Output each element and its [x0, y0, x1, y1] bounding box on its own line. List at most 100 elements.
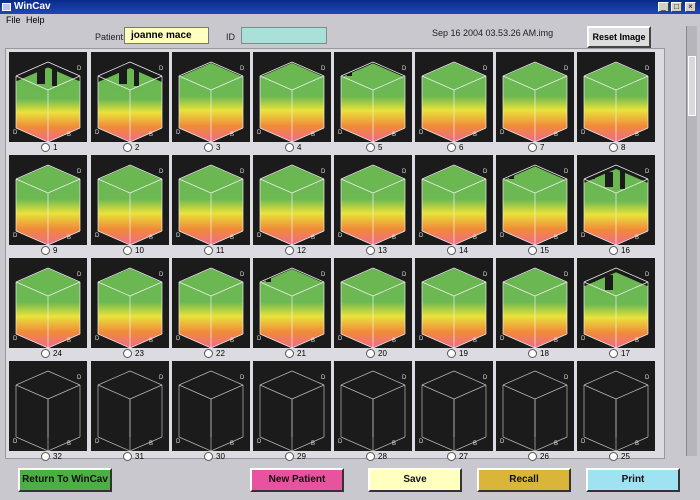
tile-radio-9[interactable]: 9: [41, 246, 57, 256]
cube-tile-25[interactable]: D D B: [577, 361, 655, 451]
radio-button[interactable]: [41, 349, 50, 359]
cube-tile-13[interactable]: D D B: [334, 155, 412, 245]
patient-name-field[interactable]: joanne mace: [124, 27, 209, 44]
cube-tile-4[interactable]: D D B: [253, 52, 331, 142]
cube-tile-20[interactable]: D D B: [334, 258, 412, 348]
cube-tile-24[interactable]: D D B: [9, 258, 87, 348]
radio-button[interactable]: [285, 349, 294, 359]
radio-button[interactable]: [366, 143, 375, 153]
cube-tile-30[interactable]: D D B: [172, 361, 250, 451]
radio-button[interactable]: [285, 452, 294, 462]
tile-radio-20[interactable]: 20: [366, 349, 387, 359]
cube-tile-31[interactable]: D D B: [91, 361, 169, 451]
tile-radio-19[interactable]: 19: [447, 349, 468, 359]
vertical-scrollbar[interactable]: [686, 26, 697, 456]
tile-radio-14[interactable]: 14: [447, 246, 468, 256]
radio-button[interactable]: [123, 246, 132, 256]
radio-button[interactable]: [204, 452, 213, 462]
tile-radio-10[interactable]: 10: [123, 246, 144, 256]
radio-button[interactable]: [447, 452, 456, 462]
cube-tile-10[interactable]: D D B: [91, 155, 169, 245]
cube-tile-16[interactable]: D D B: [577, 155, 655, 245]
cube-tile-29[interactable]: D D B: [253, 361, 331, 451]
tile-radio-17[interactable]: 17: [609, 349, 630, 359]
tile-radio-31[interactable]: 31: [123, 452, 144, 462]
cube-tile-3[interactable]: D D B: [172, 52, 250, 142]
save-button[interactable]: Save: [368, 468, 462, 492]
radio-button[interactable]: [447, 246, 456, 256]
cube-tile-1[interactable]: D D B: [9, 52, 87, 142]
tile-radio-24[interactable]: 24: [41, 349, 62, 359]
tile-radio-23[interactable]: 23: [123, 349, 144, 359]
radio-button[interactable]: [528, 452, 537, 462]
tile-radio-8[interactable]: 8: [609, 143, 625, 153]
radio-button[interactable]: [123, 143, 132, 153]
cube-tile-18[interactable]: D D B: [496, 258, 574, 348]
cube-tile-2[interactable]: D D B: [91, 52, 169, 142]
radio-button[interactable]: [204, 246, 213, 256]
cube-tile-22[interactable]: D D B: [172, 258, 250, 348]
tile-radio-2[interactable]: 2: [123, 143, 139, 153]
close-button[interactable]: ×: [685, 2, 696, 12]
radio-button[interactable]: [528, 246, 537, 256]
cube-tile-21[interactable]: D D B: [253, 258, 331, 348]
radio-button[interactable]: [609, 246, 618, 256]
radio-button[interactable]: [41, 143, 50, 153]
tile-radio-25[interactable]: 25: [609, 452, 630, 462]
new-patient-button[interactable]: New Patient: [250, 468, 344, 492]
cube-tile-19[interactable]: D D B: [415, 258, 493, 348]
tile-radio-28[interactable]: 28: [366, 452, 387, 462]
radio-button[interactable]: [366, 246, 375, 256]
cube-tile-27[interactable]: D D B: [415, 361, 493, 451]
menu-help[interactable]: Help: [26, 15, 45, 25]
cube-tile-28[interactable]: D D B: [334, 361, 412, 451]
cube-tile-5[interactable]: D D B: [334, 52, 412, 142]
tile-radio-12[interactable]: 12: [285, 246, 306, 256]
radio-button[interactable]: [285, 246, 294, 256]
cube-tile-6[interactable]: D D B: [415, 52, 493, 142]
radio-button[interactable]: [528, 349, 537, 359]
radio-button[interactable]: [123, 452, 132, 462]
maximize-button[interactable]: □: [671, 2, 682, 12]
radio-button[interactable]: [366, 452, 375, 462]
tile-radio-16[interactable]: 16: [609, 246, 630, 256]
radio-button[interactable]: [204, 349, 213, 359]
radio-button[interactable]: [41, 452, 50, 462]
radio-button[interactable]: [366, 349, 375, 359]
print-button[interactable]: Print: [586, 468, 680, 492]
cube-tile-8[interactable]: D D B: [577, 52, 655, 142]
tile-radio-30[interactable]: 30: [204, 452, 225, 462]
tile-radio-15[interactable]: 15: [528, 246, 549, 256]
tile-radio-7[interactable]: 7: [528, 143, 544, 153]
tile-radio-1[interactable]: 1: [41, 143, 57, 153]
tile-radio-13[interactable]: 13: [366, 246, 387, 256]
cube-tile-15[interactable]: D D B: [496, 155, 574, 245]
radio-button[interactable]: [447, 349, 456, 359]
tile-radio-27[interactable]: 27: [447, 452, 468, 462]
radio-button[interactable]: [609, 452, 618, 462]
radio-button[interactable]: [204, 143, 213, 153]
radio-button[interactable]: [285, 143, 294, 153]
reset-image-button[interactable]: Reset Image: [587, 26, 651, 48]
radio-button[interactable]: [41, 246, 50, 256]
cube-tile-26[interactable]: D D B: [496, 361, 574, 451]
cube-tile-17[interactable]: D D B: [577, 258, 655, 348]
cube-tile-23[interactable]: D D B: [91, 258, 169, 348]
tile-radio-22[interactable]: 22: [204, 349, 225, 359]
tile-radio-4[interactable]: 4: [285, 143, 301, 153]
tile-radio-5[interactable]: 5: [366, 143, 382, 153]
tile-radio-6[interactable]: 6: [447, 143, 463, 153]
radio-button[interactable]: [609, 143, 618, 153]
tile-radio-3[interactable]: 3: [204, 143, 220, 153]
cube-tile-9[interactable]: D D B: [9, 155, 87, 245]
tile-radio-21[interactable]: 21: [285, 349, 306, 359]
menu-file[interactable]: File: [6, 15, 21, 25]
cube-tile-32[interactable]: D D B: [9, 361, 87, 451]
tile-radio-26[interactable]: 26: [528, 452, 549, 462]
radio-button[interactable]: [123, 349, 132, 359]
cube-tile-11[interactable]: D D B: [172, 155, 250, 245]
tile-radio-18[interactable]: 18: [528, 349, 549, 359]
radio-button[interactable]: [609, 349, 618, 359]
radio-button[interactable]: [447, 143, 456, 153]
id-field[interactable]: [241, 27, 327, 44]
